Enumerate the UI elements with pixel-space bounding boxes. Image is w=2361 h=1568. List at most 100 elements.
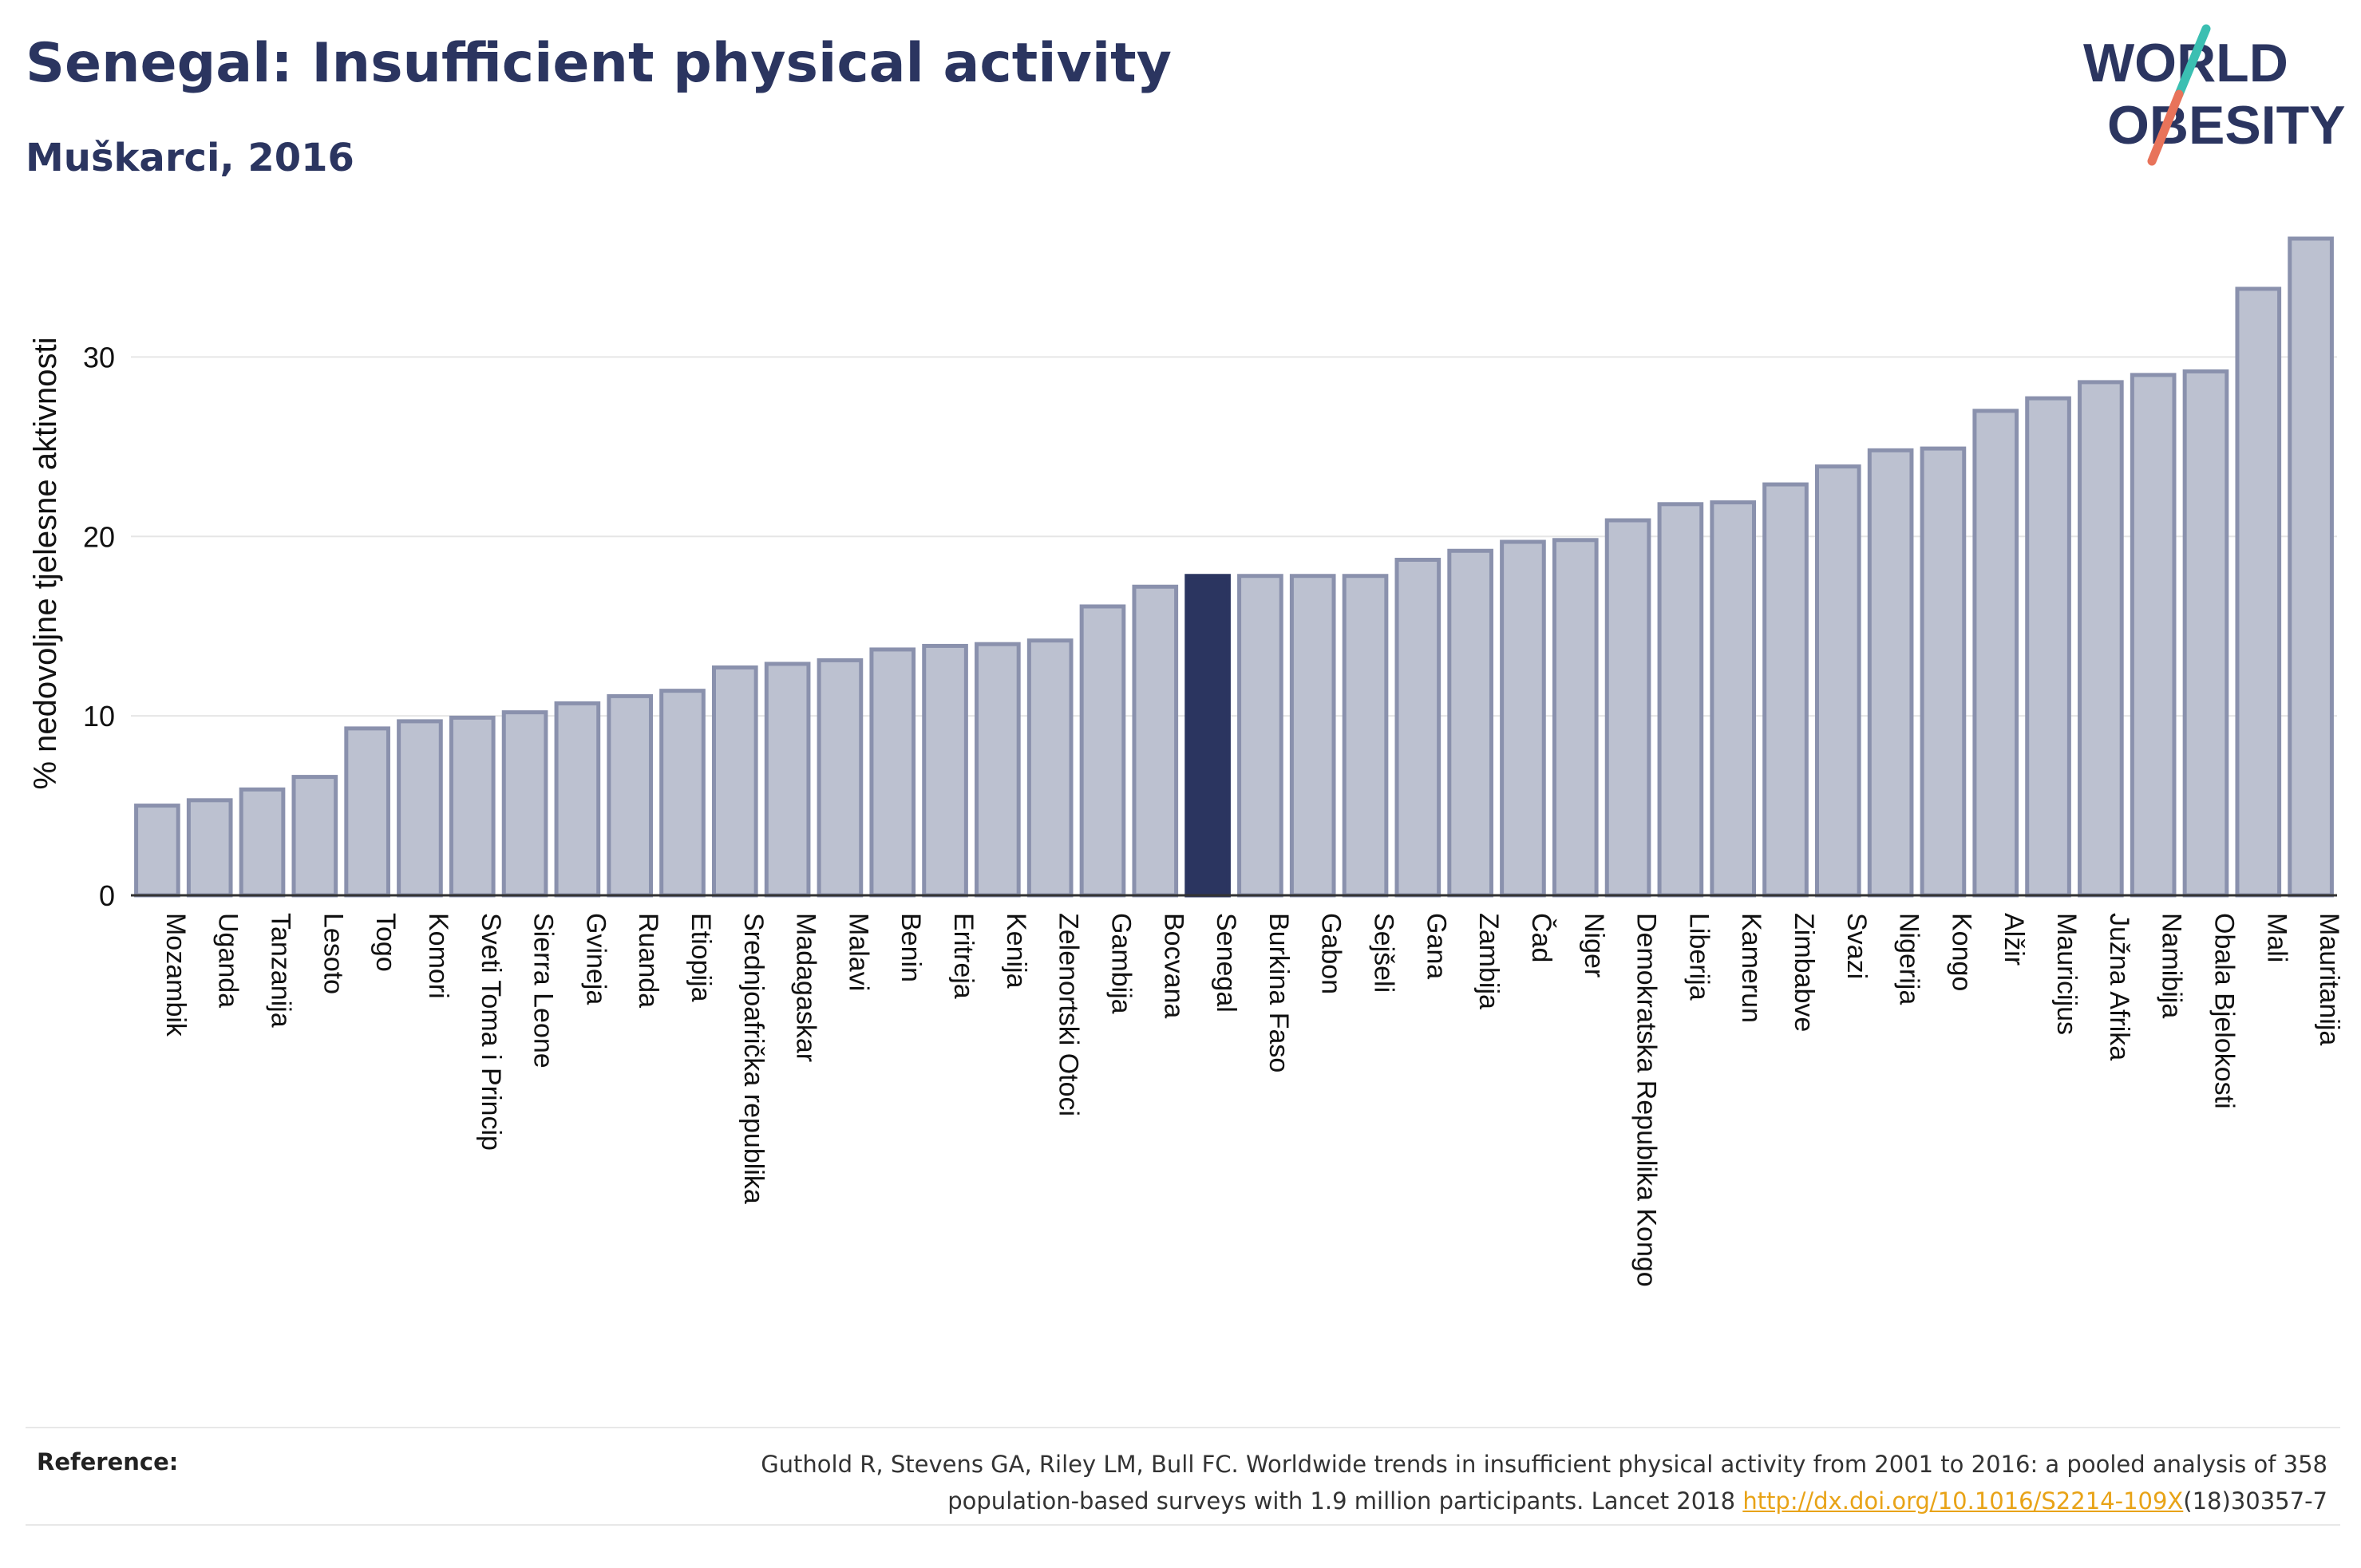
gridlines: [131, 356, 2337, 717]
category-labels: Mozambik Uganda Tanzanija Lesoto Togo Komori S…: [160, 913, 2344, 1287]
category-label: Etiopija: [686, 913, 716, 1002]
category-label: Srednjoafrička republika: [738, 913, 769, 1204]
bar-madagaskar: [764, 662, 811, 898]
bar-svazi: [1814, 464, 1861, 898]
bar-gabon: [1289, 574, 1336, 898]
bar-mauritanija: [2288, 236, 2334, 898]
bar-kamerun: [1710, 500, 1757, 898]
category-label: Kenija: [1001, 913, 1031, 989]
bar-chart: 0 10 20 30 Mozambik Uganda Tanzanija Lesoto Tog…: [28, 236, 2344, 1287]
category-label: Obala Bjelokosti: [2209, 913, 2239, 1109]
logo-slash-top: [2174, 24, 2211, 99]
reference-text: Guthold R, Stevens GA, Riley LM, Bull FC…: [492, 1446, 2327, 1519]
bar-lesoto: [291, 775, 338, 898]
category-label: Komori: [423, 913, 453, 999]
reference-label: Reference:: [37, 1448, 179, 1475]
category-label: Namibija: [2157, 913, 2187, 1018]
category-label: Zambija: [1473, 913, 1504, 1009]
bar-zelenortski-otoci: [1026, 638, 1074, 898]
category-label: Niger: [1579, 913, 1609, 978]
bar-gambija: [1079, 604, 1126, 898]
category-label: Mali: [2261, 913, 2292, 962]
bar-sierra-leone: [501, 710, 548, 898]
logo-line2: OBESITY: [2107, 95, 2346, 156]
axes: 0 10 20 30: [83, 341, 2337, 912]
category-label: Liberija: [1683, 913, 1714, 1001]
bar-etiopija: [659, 689, 706, 898]
bar-liberija: [1657, 502, 1704, 898]
category-label: Tanzanija: [266, 913, 296, 1028]
chart-subtitle: Muškarci, 2016: [26, 136, 354, 180]
bar-togo: [344, 726, 390, 898]
bar-nigerija: [1867, 448, 1914, 898]
category-label: Burkina Faso: [1264, 913, 1294, 1072]
category-label: Čad: [1526, 913, 1556, 962]
bar-burkina-faso: [1237, 574, 1283, 898]
y-tick-label: 20: [83, 520, 115, 553]
y-tick-label: 10: [83, 700, 115, 733]
category-label: Eritreja: [948, 913, 979, 999]
bar-kenija: [975, 642, 1021, 898]
category-label: Kamerun: [1736, 913, 1766, 1023]
bars: [134, 236, 2334, 898]
bar-senegal: [1184, 574, 1231, 898]
bar-namibija: [2130, 373, 2177, 898]
bar-niger: [1552, 538, 1599, 898]
reference-divider-bottom: [26, 1524, 2340, 1526]
reference-line2: population-based surveys with 1.9 millio…: [947, 1487, 1743, 1515]
category-label: Mozambik: [160, 913, 191, 1037]
bar-uganda: [186, 798, 233, 898]
category-label: Gambija: [1105, 913, 1136, 1014]
bar-srednjoafri-ka-republika: [711, 665, 758, 898]
reference-link[interactable]: http://dx.doi.org/10.1016/S2214-109X: [1742, 1487, 2184, 1515]
category-label: Nigerija: [1894, 913, 1924, 1005]
bar-sveti-toma-i-princip: [449, 715, 496, 898]
category-label: Malavi: [843, 913, 873, 991]
bar-obala-bjelokosti: [2182, 369, 2229, 898]
category-label: Zimbabve: [1789, 913, 1819, 1032]
bar-gvineja: [554, 701, 601, 898]
category-label: Lesoto: [318, 913, 348, 994]
bar-tanzanija: [239, 787, 286, 898]
category-label: Bocvana: [1158, 913, 1188, 1018]
category-label: Alžir: [1999, 913, 2029, 966]
chart-title: Senegal: Insufficient physical activity: [26, 32, 1172, 95]
category-label: Ruanda: [633, 913, 663, 1008]
reference-divider-top: [26, 1427, 2340, 1428]
bar-kongo: [1920, 446, 1967, 898]
bar-zimbabve: [1762, 482, 1809, 898]
bar-sej-eli: [1342, 574, 1389, 898]
category-label: Togo: [370, 913, 401, 972]
bar-mali: [2235, 286, 2282, 898]
category-label: Sveti Toma i Princip: [476, 913, 506, 1151]
bar-demokratska-republika-kongo: [1604, 518, 1651, 898]
category-label: Mauritanija: [2314, 913, 2344, 1045]
bar-eritreja: [922, 643, 968, 898]
category-label: Uganda: [213, 913, 243, 1008]
category-label: Demokratska Republika Kongo: [1631, 913, 1662, 1287]
category-label: Zelenortski Otoci: [1054, 913, 1084, 1116]
bar-ju-na-afrika: [2078, 380, 2124, 898]
category-label: Kongo: [1946, 913, 1976, 991]
bar-mozambik: [134, 804, 180, 898]
category-label: Južna Afrika: [2104, 913, 2134, 1060]
reference-suffix: (18)30357-7: [2183, 1487, 2327, 1515]
y-tick-label: 30: [83, 341, 115, 373]
category-label: Senegal: [1211, 913, 1241, 1013]
bar-komori: [397, 719, 443, 898]
category-label: Sejšeli: [1369, 913, 1399, 993]
world-obesity-logo: WORLD OBESITY: [2083, 24, 2346, 166]
category-label: Svazi: [1841, 913, 1872, 979]
bar-ruanda: [607, 693, 654, 898]
category-label: Madagaskar: [791, 913, 821, 1062]
y-tick-label: 0: [99, 879, 115, 912]
bar-bocvana: [1132, 584, 1179, 898]
category-label: Gvineja: [580, 913, 611, 1005]
category-label: Mauricijus: [2051, 913, 2082, 1035]
category-label: Sierra Leone: [528, 913, 559, 1068]
bar--ad: [1500, 539, 1546, 898]
category-label: Gabon: [1316, 913, 1347, 994]
bar-al-ir: [1972, 409, 2019, 898]
category-label: Gana: [1421, 913, 1451, 979]
bar-gana: [1394, 558, 1442, 898]
